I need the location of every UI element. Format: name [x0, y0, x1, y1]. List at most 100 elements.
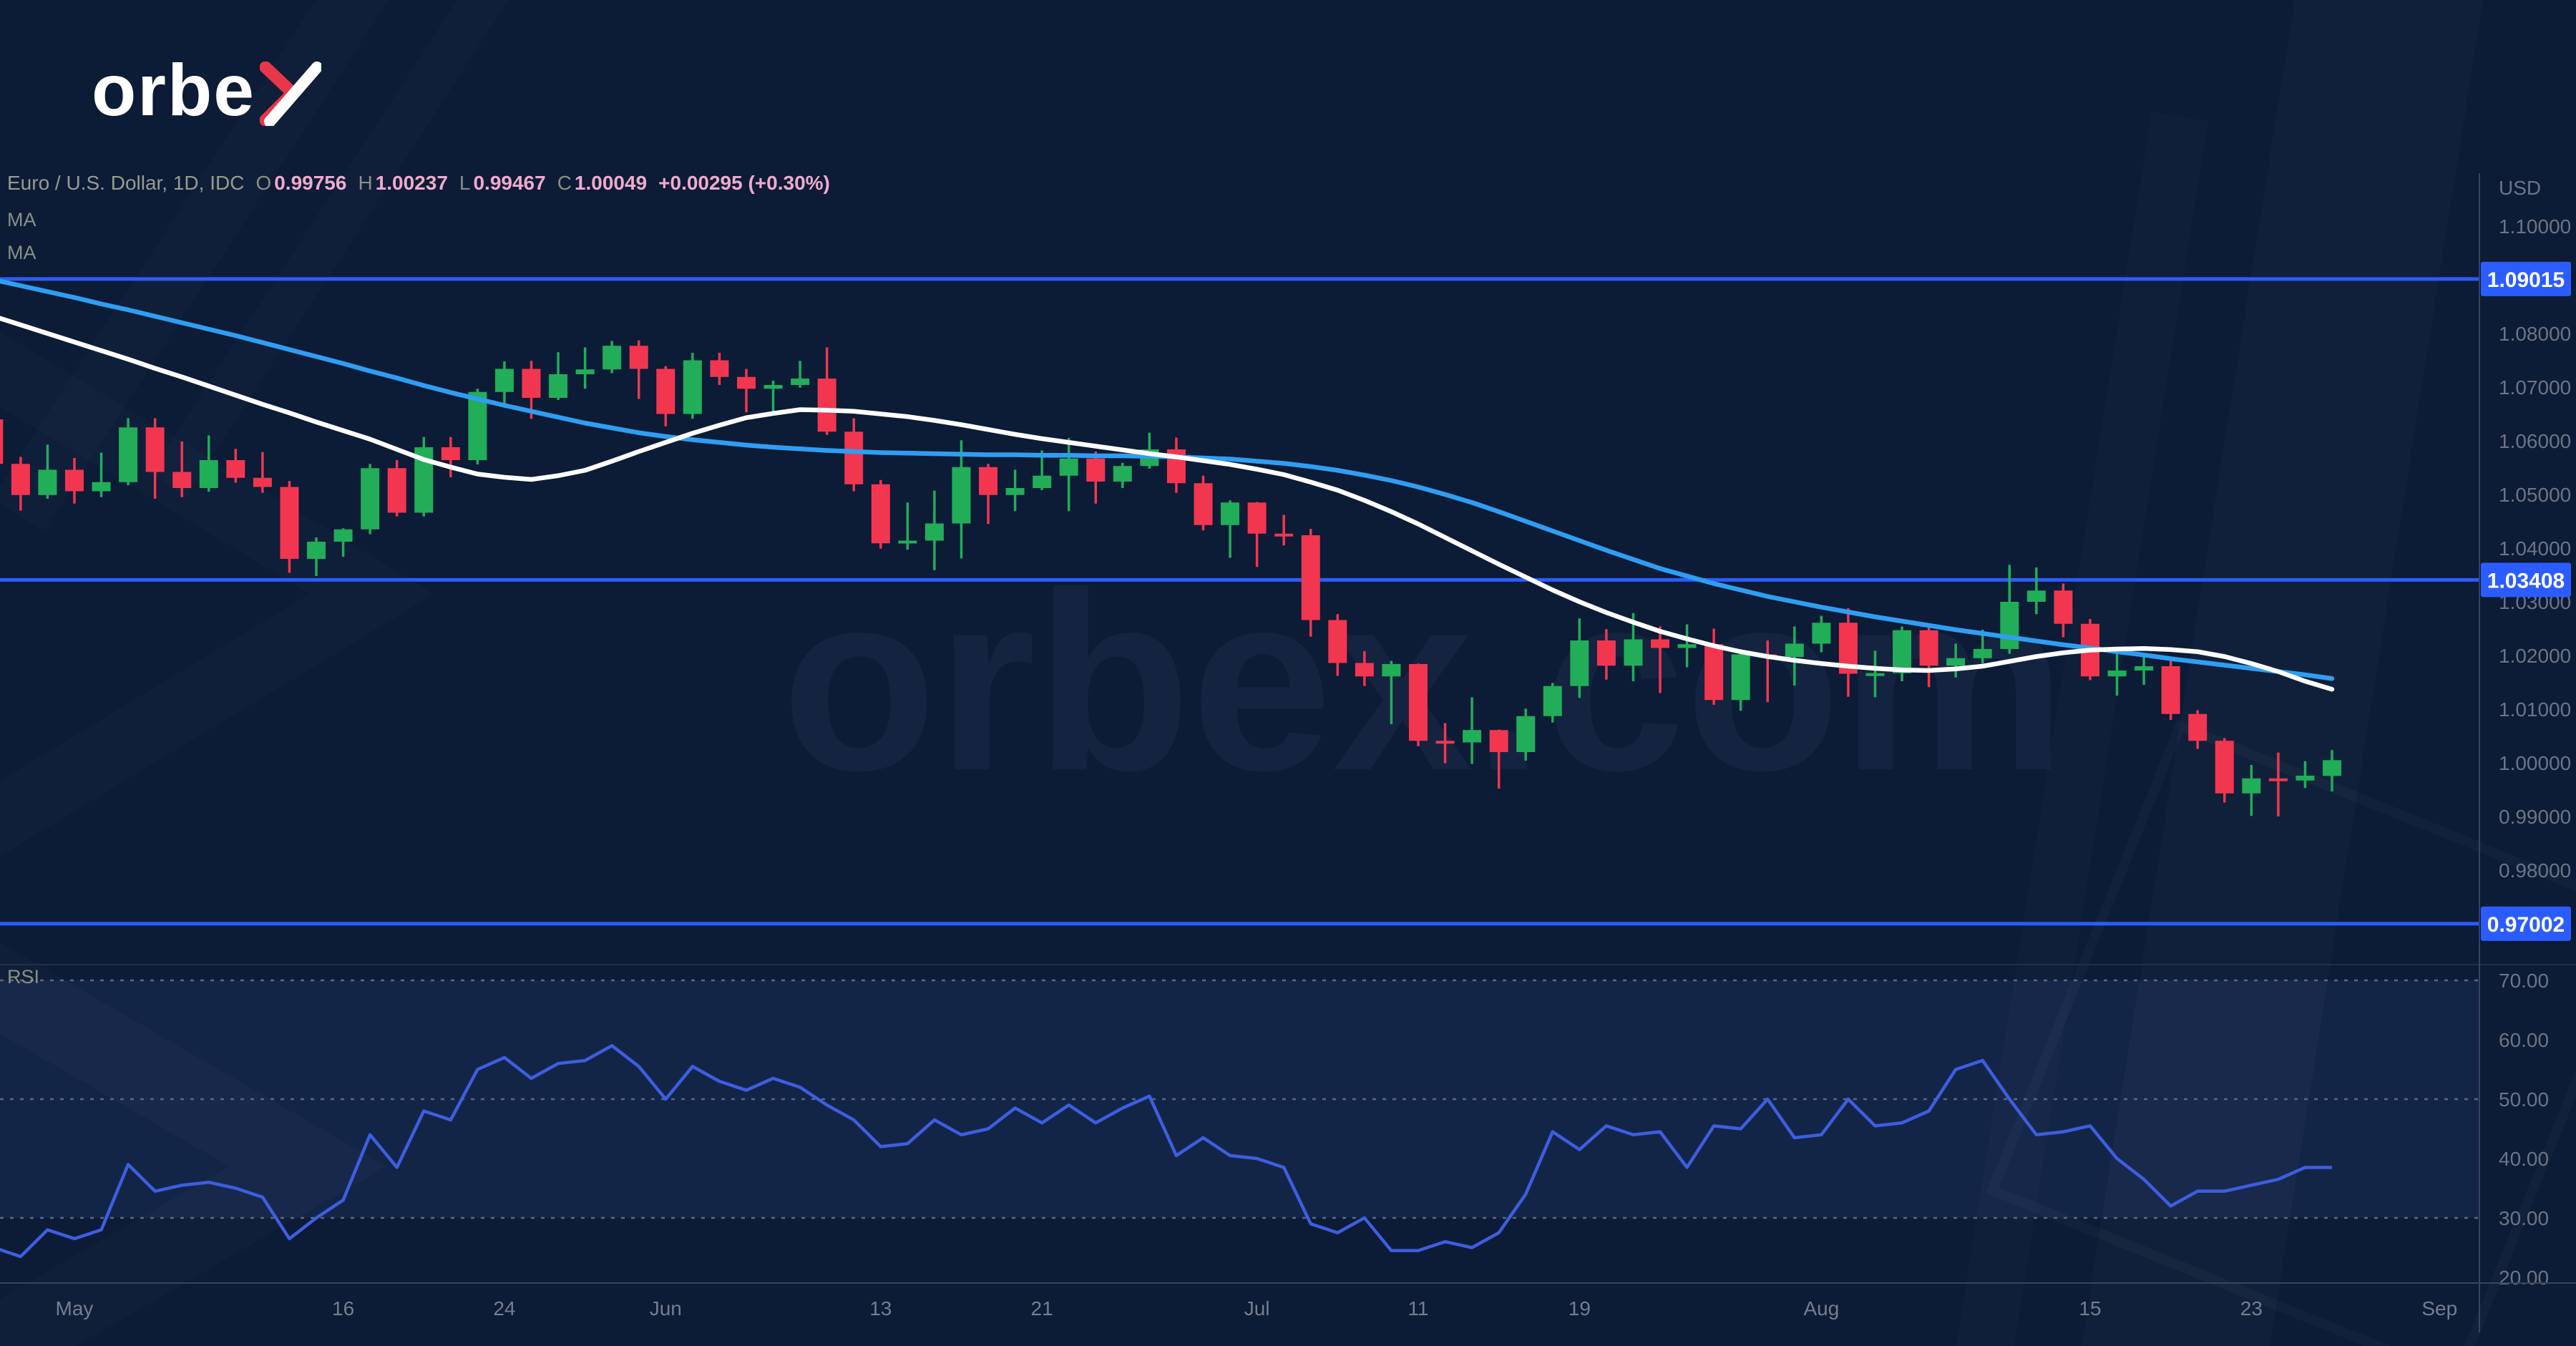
candle — [387, 460, 406, 517]
price-tick-label: 1.04000 — [2499, 537, 2571, 560]
time-axis[interactable]: May 16 24 Jun 13 21 Jul 11 19 Aug 15 23 Sep — [0, 1282, 2576, 1320]
rsi-tick-label: 50.00 — [2499, 1088, 2549, 1111]
price-pane[interactable] — [0, 277, 2479, 926]
open-value: 0.99756 — [274, 172, 347, 194]
time-tick-label: 16 — [332, 1297, 354, 1320]
candle — [710, 353, 729, 385]
high-label: H — [358, 172, 373, 194]
candle — [253, 452, 272, 493]
price-tick-label: 1.08000 — [2499, 323, 2571, 345]
candle — [119, 418, 138, 486]
price-level-flag[interactable]: 1.03408 — [2481, 562, 2571, 598]
price-tick-label: 0.98000 — [2499, 859, 2571, 882]
time-tick-label: 24 — [493, 1297, 515, 1320]
rsi-indicator-label: RSI — [7, 966, 40, 987]
indicator-legend-ma-2: MA — [7, 242, 36, 263]
time-tick-label: Sep — [2421, 1297, 2457, 1320]
svg-text:1.09015: 1.09015 — [2487, 268, 2565, 292]
candle — [1059, 438, 1078, 512]
candle — [1301, 529, 1320, 637]
candle — [602, 341, 622, 374]
time-tick-label: May — [56, 1297, 94, 1320]
candle — [2242, 765, 2261, 816]
candle — [549, 352, 568, 400]
candle — [763, 381, 783, 413]
candle — [1435, 723, 1455, 764]
price-level-flag[interactable]: 0.97002 — [2481, 906, 2571, 941]
price-axis[interactable]: USD 1.10000 1.08000 1.07000 1.06000 1.05000 1.… — [0, 173, 2576, 1332]
candle — [736, 369, 756, 413]
time-tick-label: Jul — [1244, 1297, 1270, 1320]
price-tick-label: 1.10000 — [2499, 215, 2571, 238]
rsi-tick-label: 20.00 — [2499, 1267, 2549, 1289]
candle — [1274, 514, 1294, 546]
candle — [1785, 626, 1804, 686]
candle — [172, 441, 192, 497]
rsi-tick-label: 40.00 — [2499, 1148, 2549, 1170]
candle — [1382, 660, 1401, 724]
candle — [2215, 738, 2234, 803]
candle — [1086, 452, 1106, 504]
candle — [468, 389, 487, 464]
price-tick-label: 1.07000 — [2499, 376, 2571, 399]
candle — [1624, 613, 1643, 681]
candle — [2000, 565, 2019, 654]
symbol-title: Euro / U.S. Dollar, 1D, IDC — [7, 172, 245, 194]
candle — [1328, 614, 1347, 676]
candle — [1570, 618, 1589, 698]
candle — [575, 347, 595, 389]
price-tick-label: 1.01000 — [2499, 698, 2571, 721]
candle — [11, 457, 30, 511]
price-tick-label: 1.06000 — [2499, 430, 2571, 452]
open-label: O — [255, 172, 272, 194]
time-tick-label: Jun — [650, 1297, 682, 1320]
ma-fast-line — [0, 316, 2335, 692]
candle — [1704, 628, 1724, 705]
rsi-line — [0, 1044, 2333, 1259]
candle — [1194, 475, 1213, 531]
time-tick-label: 19 — [1568, 1297, 1591, 1320]
candle — [2161, 660, 2180, 720]
rsi-pane[interactable] — [0, 979, 2479, 1259]
candle — [1651, 626, 1670, 693]
candle — [817, 347, 836, 435]
candle — [2054, 583, 2073, 638]
candle — [1919, 627, 1938, 688]
candle — [2026, 567, 2046, 615]
candle — [1893, 626, 1912, 681]
candle — [361, 464, 380, 535]
close-value: 1.00049 — [574, 172, 648, 194]
candle — [656, 366, 675, 426]
price-tick-label: 1.02000 — [2499, 645, 2571, 667]
time-tick-label: Aug — [1803, 1297, 1839, 1320]
axis-currency-label: USD — [2499, 177, 2541, 199]
candle — [1543, 683, 1562, 723]
candle — [898, 502, 917, 550]
candle — [64, 458, 84, 504]
price-level-flag[interactable]: 1.09015 — [2481, 261, 2571, 296]
candle — [1677, 624, 1697, 668]
brand-logo-x-icon — [260, 62, 322, 126]
low-value: 0.99467 — [473, 172, 546, 194]
rsi-tick-label: 60.00 — [2499, 1029, 2549, 1051]
candle — [629, 340, 648, 399]
time-tick-label: 21 — [1031, 1297, 1053, 1320]
svg-text:0.97002: 0.97002 — [2487, 913, 2565, 937]
candle — [871, 479, 890, 549]
candle — [683, 353, 702, 419]
candle — [2296, 761, 2315, 789]
candle — [1946, 643, 1966, 678]
time-tick-label: 23 — [2240, 1297, 2263, 1320]
high-value: 1.00237 — [375, 172, 448, 194]
candle — [2323, 750, 2342, 791]
low-label: L — [459, 172, 471, 194]
candle — [280, 481, 299, 573]
candle — [1113, 462, 1132, 488]
change-value: +0.00295 (+0.30%) — [658, 172, 830, 194]
candle — [979, 464, 998, 525]
candle — [2268, 752, 2288, 816]
candle — [2107, 653, 2127, 696]
time-tick-label: 11 — [1407, 1297, 1428, 1320]
